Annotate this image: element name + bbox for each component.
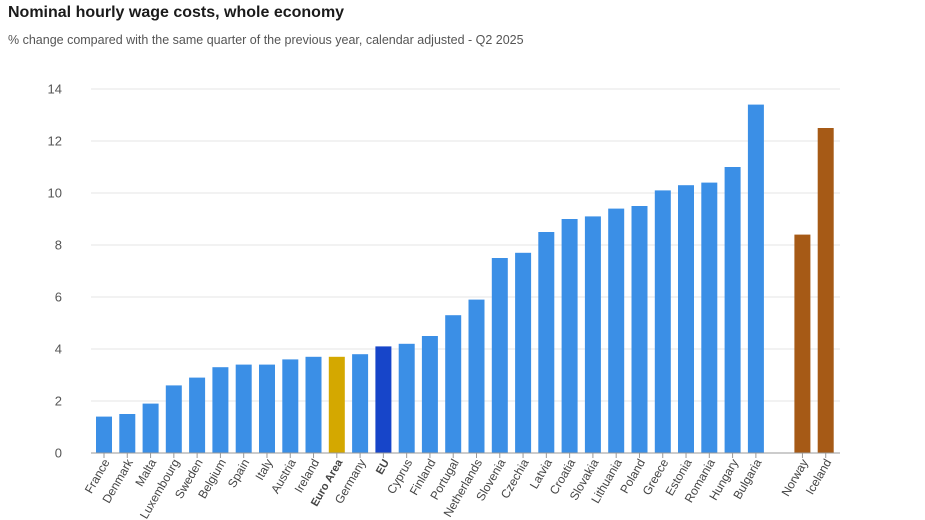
bar-finland — [421, 336, 438, 453]
x-axis-labels: FranceDenmarkMaltaLuxembourgSwedenBelgiu… — [82, 456, 835, 520]
bar-czechia — [515, 252, 532, 453]
bar-estonia — [678, 185, 694, 453]
y-tick-label: 0 — [55, 446, 62, 461]
bar-latvia — [538, 232, 555, 453]
bar-belgium — [212, 367, 229, 453]
bar-netherlands — [468, 299, 485, 453]
bar-italy — [259, 364, 275, 453]
y-tick-label: 12 — [48, 134, 62, 149]
chart-subtitle: % change compared with the same quarter … — [8, 33, 524, 47]
bar-germany — [352, 354, 369, 453]
bars — [96, 104, 834, 453]
bar-romania — [701, 182, 718, 453]
bar-ireland — [305, 356, 322, 453]
bar-hungary — [724, 167, 741, 453]
bar-france — [96, 416, 112, 453]
bar-malta — [142, 403, 159, 453]
bar-denmark — [119, 414, 136, 453]
bar-portugal — [445, 315, 462, 453]
bar-cyprus — [398, 343, 415, 453]
y-axis-ticks: 0 2 4 6 8 10 12 14 — [48, 82, 62, 461]
bar-austria — [282, 359, 299, 453]
y-tick-label: 4 — [55, 342, 62, 357]
y-tick-label: 8 — [55, 238, 62, 253]
bar-bulgaria — [747, 104, 764, 453]
x-tick-label-italy: Italy — [252, 457, 275, 483]
y-tick-label: 6 — [55, 290, 62, 305]
bar-norway — [794, 234, 811, 453]
bar-iceland — [817, 128, 834, 453]
bar-sweden — [189, 377, 206, 453]
x-tick-label-spain: Spain — [225, 457, 252, 491]
y-tick-label: 2 — [55, 394, 62, 409]
bar-eu — [375, 346, 392, 453]
chart-title: Nominal hourly wage costs, whole economy — [8, 4, 345, 21]
x-axis — [91, 452, 840, 458]
bar-slovakia — [584, 216, 601, 453]
bar-luxembourg — [165, 385, 182, 453]
x-tick-label-eu: EU — [374, 457, 392, 476]
bar-poland — [631, 206, 648, 453]
y-tick-label: 10 — [48, 186, 62, 201]
y-tick-label: 14 — [48, 82, 62, 97]
bar-slovenia — [491, 258, 508, 453]
bar-greece — [654, 190, 671, 453]
bar-spain — [235, 364, 252, 453]
bar-croatia — [561, 219, 578, 453]
bar-lithuania — [608, 208, 625, 453]
bar-euro-area — [328, 356, 345, 453]
